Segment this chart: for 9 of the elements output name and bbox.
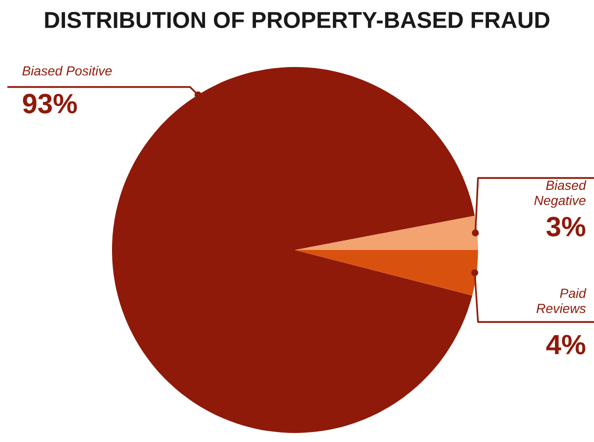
slice-label: Biased Negative — [534, 180, 586, 208]
slice-label: Biased Positive — [22, 66, 112, 76]
pie-slice — [295, 250, 478, 296]
data-label: 93% — [22, 94, 77, 114]
data-label: 4% — [546, 334, 586, 354]
data-label: 3% — [546, 216, 586, 236]
slice-label: Paid Reviews — [536, 288, 586, 314]
chart-title: DISTRIBUTION OF PROPERTY-BASED FRAUD — [45, 12, 550, 28]
pie-slice — [295, 216, 478, 250]
